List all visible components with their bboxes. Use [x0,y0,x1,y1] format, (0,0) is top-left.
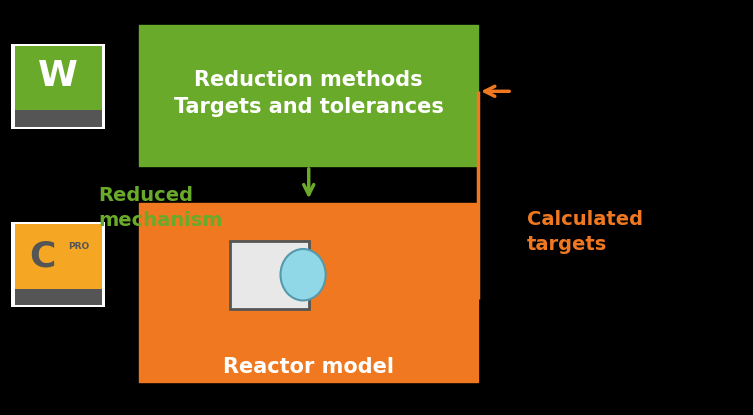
Bar [139,203,478,382]
Bar [11,44,105,129]
Text: W: W [38,59,78,93]
Text: Reduced
mechanism: Reduced mechanism [98,186,222,229]
Bar [15,289,102,305]
Bar [11,222,105,307]
Text: Reactor model: Reactor model [223,357,395,377]
Bar [15,224,102,305]
Text: PRO: PRO [69,242,90,251]
Bar [139,25,478,166]
Ellipse shape [281,249,325,300]
Bar [15,46,102,127]
Bar [15,110,102,127]
Text: C: C [29,239,56,273]
Text: Reduction methods
Targets and tolerances: Reduction methods Targets and tolerances [174,70,444,117]
Text: Calculated
targets: Calculated targets [527,210,643,254]
Bar [230,241,309,309]
